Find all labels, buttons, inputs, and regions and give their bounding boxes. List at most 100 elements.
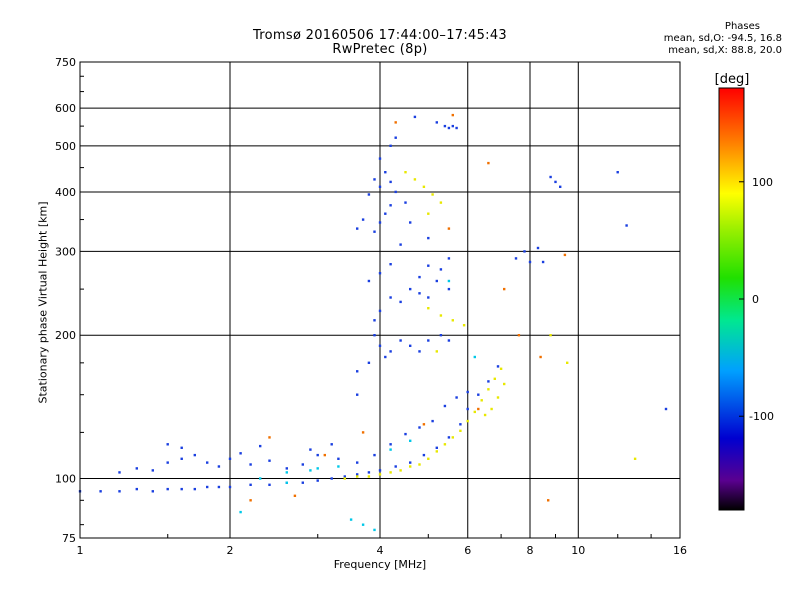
data-point (361, 218, 365, 221)
y-tick-label: 750 (55, 56, 76, 69)
data-point (422, 453, 426, 457)
data-point (217, 465, 221, 468)
data-point (490, 407, 493, 411)
colorbar-tick-label: 0 (752, 293, 759, 306)
data-point (413, 115, 417, 119)
data-point (228, 485, 232, 489)
data-point (466, 419, 469, 423)
data-point (249, 499, 252, 502)
data-point (523, 250, 526, 253)
data-point (378, 309, 382, 313)
data-point (309, 448, 312, 451)
data-point (389, 263, 392, 266)
data-point (394, 190, 397, 194)
data-point (466, 390, 469, 394)
data-point (330, 443, 333, 446)
data-point (239, 452, 242, 455)
data-point (633, 457, 637, 460)
data-point (447, 436, 451, 439)
data-point (477, 393, 480, 396)
data-point (435, 279, 438, 283)
data-point (309, 469, 312, 472)
data-point (616, 171, 619, 174)
data-point (180, 487, 183, 491)
data-point (378, 473, 382, 476)
data-point (356, 393, 359, 396)
data-point (361, 431, 365, 434)
data-point (323, 453, 326, 457)
data-point (566, 361, 569, 364)
data-point (427, 296, 430, 299)
data-point (439, 268, 443, 271)
stats-x-mode: mean, sd,X: 88.8, 20.0 (668, 45, 782, 56)
y-tick-label: 300 (55, 245, 76, 258)
y-tick-label: 400 (55, 186, 76, 199)
y-tick-label: 75 (62, 532, 76, 545)
chart-title: Tromsø 20160506 17:44:00–17:45:43 (252, 28, 508, 43)
data-point (268, 483, 271, 486)
data-point (451, 436, 454, 439)
data-point (418, 292, 421, 295)
data-point (259, 477, 262, 480)
data-point (451, 124, 454, 128)
data-point (394, 465, 397, 468)
data-point (151, 490, 154, 493)
data-point (151, 469, 154, 472)
x-tick-label: 6 (464, 544, 471, 557)
data-point (399, 339, 402, 342)
data-point (399, 243, 402, 246)
data-point (389, 443, 392, 446)
x-tick-label: 1 (77, 544, 84, 557)
data-point (451, 319, 454, 322)
y-tick-label: 200 (55, 329, 76, 342)
data-point (337, 465, 340, 468)
data-point (349, 518, 353, 521)
data-point (118, 471, 121, 474)
data-point (447, 126, 451, 130)
data-point (389, 204, 392, 207)
data-point (367, 193, 371, 196)
data-point (356, 370, 359, 373)
data-point (528, 260, 532, 264)
data-point (473, 410, 476, 414)
data-points (78, 113, 668, 532)
data-point (439, 201, 443, 204)
data-point (135, 467, 138, 470)
data-point (431, 193, 434, 196)
data-point (373, 528, 376, 532)
stats-title: Phases (724, 21, 760, 32)
data-point (455, 126, 458, 130)
data-point (427, 307, 430, 310)
data-point (268, 436, 271, 439)
data-point (166, 487, 169, 491)
data-point (373, 230, 376, 233)
data-point (493, 377, 496, 380)
data-point (293, 494, 297, 497)
data-point (404, 201, 407, 204)
data-point (378, 157, 382, 160)
axis-ticks: 1 2 4 6 8 10 16 75 100 200 300 400 500 600 750 (55, 56, 687, 557)
data-point (487, 380, 490, 383)
data-point (285, 467, 288, 470)
data-point (394, 136, 397, 139)
data-point (447, 339, 451, 342)
data-point (384, 212, 387, 215)
chart-subtitle: RwPretec (8p) (332, 42, 428, 57)
data-point (480, 399, 483, 402)
data-point (206, 461, 209, 464)
data-point (356, 227, 359, 230)
x-tick-label: 2 (227, 544, 234, 557)
x-axis-label: Frequency [MHz] (333, 558, 427, 571)
data-point (268, 459, 271, 462)
data-point (206, 485, 209, 489)
data-point (435, 121, 438, 124)
data-point (259, 444, 262, 448)
data-point (356, 473, 359, 476)
data-point (539, 355, 542, 359)
data-point (239, 510, 242, 514)
data-point (249, 483, 252, 486)
data-point (373, 453, 376, 457)
data-point (477, 407, 480, 411)
data-point (427, 457, 430, 460)
